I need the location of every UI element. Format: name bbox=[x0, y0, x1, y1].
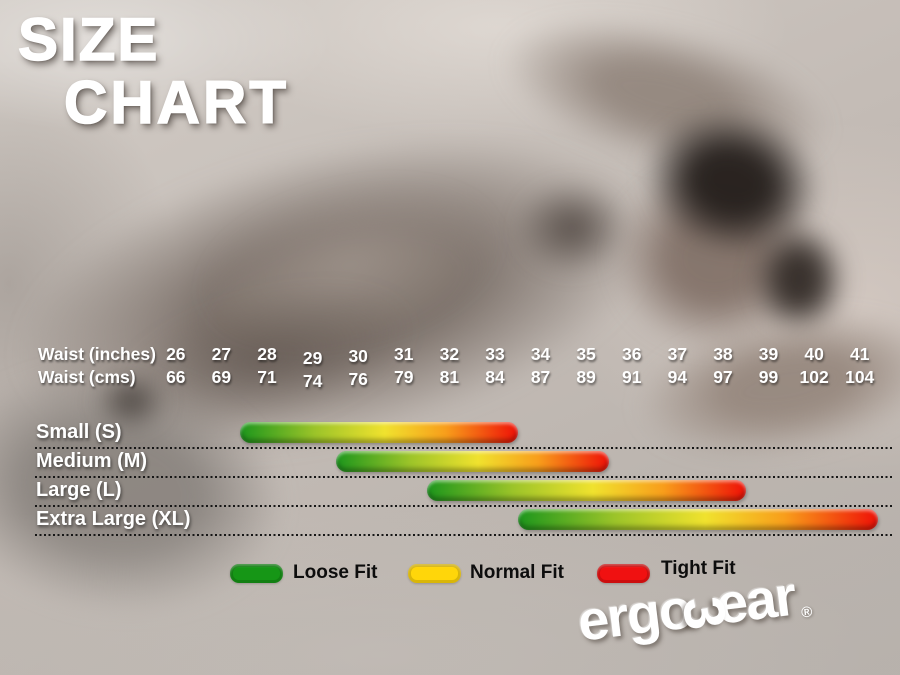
title-line2: CHART bbox=[63, 69, 289, 136]
waist-cms-label: Waist (cms) bbox=[38, 367, 136, 387]
figure-chest-highlight bbox=[186, 158, 514, 372]
waist-inches-values: 26 27 28 29 30 31 32 33 34 35 36 37 38 39 40 41 bbox=[153, 344, 883, 368]
waist-value: 66 bbox=[166, 367, 186, 387]
divider-dotted-2 bbox=[35, 476, 893, 478]
waist-value: 29 bbox=[302, 348, 323, 368]
waist-inches-row: Waist (inches) 26 27 28 29 30 31 32 33 34 35 36 37 3… bbox=[0, 344, 900, 368]
size-label-small: Small (S) bbox=[36, 421, 122, 443]
waist-value: 30 bbox=[348, 346, 368, 366]
waist-value: 41 bbox=[849, 344, 870, 364]
waist-value: 89 bbox=[576, 367, 596, 387]
waist-value: 87 bbox=[530, 367, 551, 387]
size-label-large: Large (L) bbox=[36, 479, 122, 501]
waist-value: 38 bbox=[713, 344, 733, 364]
waist-cms-row: Waist (cms) 66 69 71 74 76 79 81 84 87 89 91 94 97 99… bbox=[0, 367, 900, 391]
waist-value: 79 bbox=[394, 367, 414, 387]
waist-cms-values: 66 69 71 74 76 79 81 84 87 89 91 94 97 99 102 104 bbox=[153, 367, 883, 391]
legend-swatch-tight-fit bbox=[597, 564, 650, 583]
size-bar-large bbox=[426, 480, 746, 501]
size-row-medium: Medium (M) bbox=[0, 451, 900, 475]
waist-value: 28 bbox=[257, 344, 277, 364]
legend-swatch-normal-fit bbox=[408, 564, 461, 583]
waist-value: 99 bbox=[758, 367, 779, 387]
divider-dotted-1 bbox=[35, 447, 893, 449]
figure-underarm-shadow bbox=[515, 180, 630, 275]
waist-value: 39 bbox=[758, 344, 779, 364]
waist-value: 104 bbox=[845, 367, 875, 387]
figure-hair bbox=[630, 95, 834, 269]
waist-value: 32 bbox=[439, 344, 460, 364]
waist-value: 84 bbox=[485, 367, 505, 387]
waist-value: 81 bbox=[439, 367, 460, 387]
waist-value: 94 bbox=[667, 367, 688, 387]
waist-value: 40 bbox=[804, 344, 824, 364]
divider-dotted-4 bbox=[35, 534, 893, 536]
waist-value: 34 bbox=[530, 344, 551, 364]
waist-value: 91 bbox=[622, 367, 642, 387]
waist-value: 71 bbox=[257, 367, 277, 387]
waist-value: 35 bbox=[576, 344, 596, 364]
waist-value: 31 bbox=[394, 344, 414, 364]
legend-label-loose-fit: Loose Fit bbox=[293, 562, 378, 583]
legend-swatch-loose-fit bbox=[230, 564, 283, 583]
waist-value: 102 bbox=[799, 367, 829, 387]
waist-value: 27 bbox=[211, 344, 232, 364]
legend-label-normal-fit: Normal Fit bbox=[470, 562, 564, 583]
waist-value: 76 bbox=[348, 369, 368, 389]
size-label-xl: Extra Large (XL) bbox=[36, 508, 191, 530]
size-row-small: Small (S) bbox=[0, 422, 900, 446]
legend-label-tight-fit: Tight Fit bbox=[661, 558, 736, 579]
title-line1: SIZE bbox=[17, 6, 160, 73]
divider-dotted-3 bbox=[35, 505, 893, 507]
size-row-xl: Extra Large (XL) bbox=[0, 509, 900, 533]
registered-trademark-icon: ® bbox=[800, 603, 814, 622]
page-title: SIZE CHART bbox=[17, 6, 289, 136]
waist-inches-label: Waist (inches) bbox=[38, 344, 156, 364]
size-bar-medium bbox=[335, 451, 610, 472]
size-label-medium: Medium (M) bbox=[36, 450, 148, 472]
waist-value: 97 bbox=[713, 367, 733, 387]
waist-value: 26 bbox=[166, 344, 186, 364]
waist-value: 37 bbox=[667, 344, 688, 364]
waist-value: 69 bbox=[211, 367, 232, 387]
waist-value: 74 bbox=[302, 371, 323, 391]
size-bar-small bbox=[239, 422, 518, 443]
figure-hair-side bbox=[752, 222, 847, 337]
waist-value: 33 bbox=[485, 344, 505, 364]
waist-value: 36 bbox=[622, 344, 642, 364]
figure-raised-arm bbox=[486, 0, 845, 202]
size-row-large: Large (L) bbox=[0, 480, 900, 504]
figure-head bbox=[612, 165, 817, 350]
size-bar-xl bbox=[518, 509, 879, 530]
